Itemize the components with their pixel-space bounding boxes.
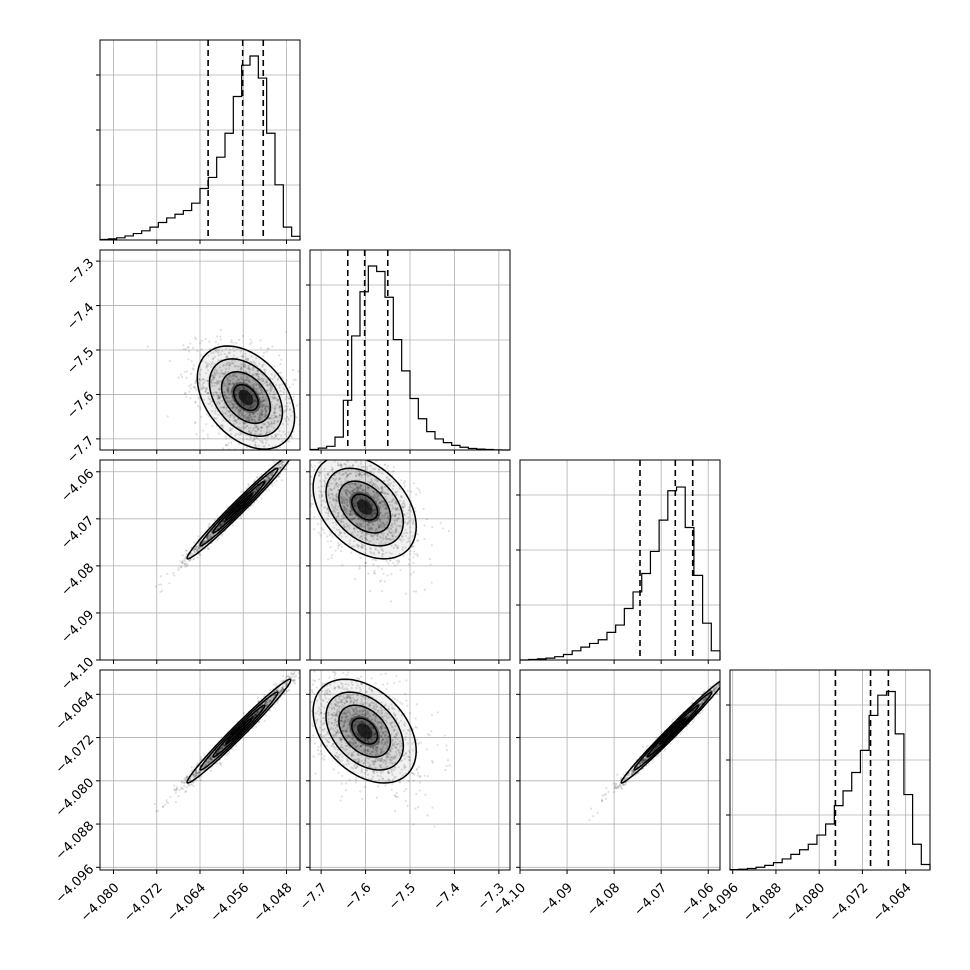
scatter-points bbox=[310, 670, 451, 828]
y-tick-label: −7.5 bbox=[64, 345, 97, 378]
x-tick-label: −7.6 bbox=[342, 880, 375, 913]
density-shade bbox=[231, 499, 247, 515]
y-tick-label: −7.6 bbox=[64, 389, 97, 422]
histogram-3 bbox=[729, 690, 931, 871]
contour-line bbox=[620, 680, 720, 784]
grid-lines bbox=[100, 670, 300, 870]
x-tick-label: −4.080 bbox=[78, 880, 123, 925]
contour-line bbox=[312, 460, 417, 560]
contour-line bbox=[338, 480, 392, 534]
x-tick-label: −4.07 bbox=[631, 880, 670, 919]
x-tick-label: −4.072 bbox=[121, 880, 166, 925]
y-tick-label: −7.7 bbox=[64, 434, 97, 467]
density-shade bbox=[238, 389, 254, 406]
contour-line bbox=[220, 371, 272, 425]
hist-panel-3 bbox=[729, 669, 931, 871]
contour-line bbox=[225, 717, 253, 745]
contour-line bbox=[351, 717, 379, 745]
pair-panel-3-0 bbox=[99, 669, 301, 871]
grid-lines bbox=[520, 670, 720, 870]
contour-line bbox=[233, 383, 259, 412]
contour-line bbox=[212, 480, 266, 534]
x-tick-label: −7.5 bbox=[386, 880, 419, 913]
contour-line bbox=[199, 467, 279, 547]
x-tick-label: −4.056 bbox=[208, 880, 253, 925]
y-tick-label: −4.10 bbox=[59, 655, 98, 694]
x-tick-label: −4.080 bbox=[784, 880, 829, 925]
grid-lines bbox=[310, 460, 510, 660]
y-tick-label: −4.07 bbox=[59, 514, 98, 553]
y-tick-label: −4.088 bbox=[53, 819, 98, 864]
y-tick-label: −4.072 bbox=[53, 732, 98, 777]
contour-line bbox=[212, 704, 266, 758]
hist-panel-1 bbox=[309, 249, 511, 451]
histogram-1 bbox=[309, 265, 510, 451]
grid-lines bbox=[730, 670, 930, 870]
contour-line bbox=[225, 493, 253, 521]
y-tick-label: −7.4 bbox=[64, 300, 97, 333]
pair-panel-3-1 bbox=[309, 669, 511, 871]
contour-line bbox=[646, 704, 700, 758]
density-shade bbox=[665, 723, 681, 739]
histogram-0 bbox=[99, 55, 301, 241]
contour-line bbox=[199, 691, 279, 771]
hist-panel-0 bbox=[99, 39, 301, 241]
contour-line bbox=[208, 358, 284, 437]
x-tick-label: −4.09 bbox=[537, 880, 576, 919]
grid-lines bbox=[520, 460, 720, 660]
y-tick-label: −4.08 bbox=[59, 561, 98, 600]
x-tick-label: −4.072 bbox=[827, 880, 872, 925]
density-shade bbox=[356, 723, 373, 739]
x-tick-label: −4.064 bbox=[164, 880, 209, 925]
pair-panel-2-0 bbox=[99, 459, 301, 661]
grid-lines bbox=[310, 250, 510, 450]
y-tick-label: −4.06 bbox=[59, 466, 98, 505]
x-tick-label: −7.7 bbox=[297, 880, 330, 913]
contour-line bbox=[196, 345, 296, 450]
histogram-2 bbox=[520, 486, 721, 661]
pair-panel-2-1 bbox=[309, 459, 511, 661]
y-tick-label: −7.3 bbox=[64, 256, 97, 289]
contour-line bbox=[633, 691, 713, 771]
y-tick-label: −4.09 bbox=[59, 608, 98, 647]
x-tick-label: −4.064 bbox=[870, 880, 915, 925]
y-tick-label: −4.064 bbox=[53, 689, 98, 734]
pair-panel-1-0 bbox=[99, 249, 301, 451]
contour-line bbox=[186, 678, 292, 784]
contour-line bbox=[351, 493, 379, 521]
contour-line bbox=[186, 460, 290, 560]
pair-panel-3-2 bbox=[519, 669, 721, 871]
contour-line bbox=[659, 717, 687, 745]
density-shade bbox=[231, 723, 247, 739]
hist-panel-2 bbox=[519, 459, 721, 661]
density-shade bbox=[356, 499, 373, 515]
x-tick-label: −4.08 bbox=[584, 880, 623, 919]
contour-line bbox=[325, 467, 405, 547]
contour-line bbox=[338, 704, 392, 758]
y-tick-label: −4.096 bbox=[53, 862, 98, 907]
contour-line bbox=[312, 678, 417, 784]
x-tick-label: −7.4 bbox=[431, 880, 464, 913]
contour-line bbox=[325, 691, 405, 771]
x-tick-label: −4.088 bbox=[740, 880, 785, 925]
y-tick-label: −4.080 bbox=[53, 776, 98, 821]
x-tick-label: −4.048 bbox=[251, 880, 296, 925]
